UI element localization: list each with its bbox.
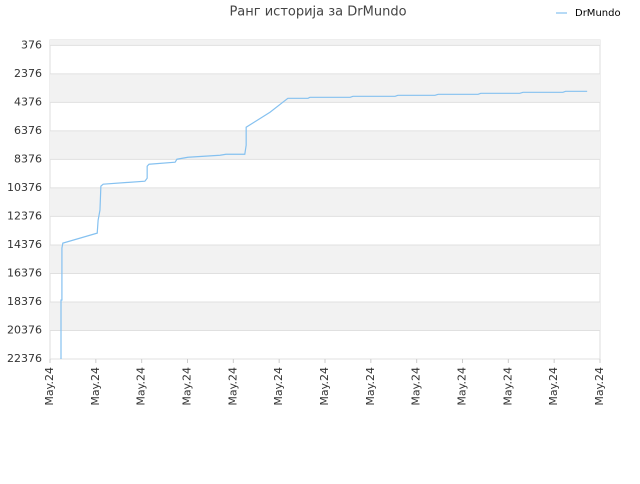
x-tick-label: May.24 bbox=[89, 367, 102, 406]
x-tick-label: May.24 bbox=[410, 367, 423, 406]
x-tick-label: May.24 bbox=[364, 367, 377, 406]
chart-title: Ранг историја за DrMundo bbox=[229, 5, 406, 20]
y-tick-label: 12376 bbox=[7, 209, 42, 222]
x-tick-label: May.24 bbox=[181, 367, 194, 406]
x-tick-label: May.24 bbox=[318, 367, 331, 406]
y-tick-label: 6376 bbox=[14, 124, 42, 137]
x-tick-label: May.24 bbox=[43, 367, 56, 406]
y-tick-label: 18376 bbox=[7, 295, 42, 308]
y-tick-label: 2376 bbox=[14, 67, 42, 80]
x-tick-label: May.24 bbox=[501, 367, 514, 406]
y-tick-label: 20376 bbox=[7, 323, 42, 336]
grid-band bbox=[50, 244, 600, 274]
y-tick-label: 10376 bbox=[7, 181, 42, 194]
grid-band bbox=[50, 301, 600, 331]
y-tick-label: 8376 bbox=[14, 152, 42, 165]
legend-label: DrMundo bbox=[575, 8, 621, 19]
grid-band bbox=[50, 40, 600, 46]
y-tick-label: 16376 bbox=[7, 266, 42, 279]
x-tick-label: May.24 bbox=[272, 367, 285, 406]
x-tick-label: May.24 bbox=[456, 367, 469, 406]
x-tick-label: May.24 bbox=[226, 367, 239, 406]
y-tick-label: 4376 bbox=[14, 95, 42, 108]
grid-band bbox=[50, 187, 600, 217]
x-tick-label: May.24 bbox=[547, 367, 560, 406]
y-tick-label: 14376 bbox=[7, 238, 42, 251]
grid-band bbox=[50, 130, 600, 160]
grid-band bbox=[50, 73, 600, 103]
x-tick-label: May.24 bbox=[135, 367, 148, 406]
series-line bbox=[60, 90, 588, 359]
x-tick-label: May.24 bbox=[593, 367, 606, 406]
y-tick-label: 376 bbox=[21, 38, 42, 51]
y-tick-label: 22376 bbox=[7, 352, 42, 365]
